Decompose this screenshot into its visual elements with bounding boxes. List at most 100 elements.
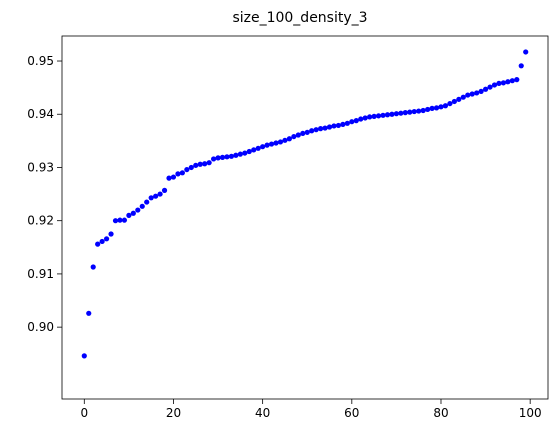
- data-point: [277, 139, 284, 145]
- y-tick-label: 0.94: [27, 107, 54, 121]
- data-point: [340, 121, 346, 127]
- data-point: [353, 118, 359, 124]
- data-point: [260, 144, 266, 150]
- data-point: [304, 129, 310, 135]
- data-point: [322, 125, 328, 131]
- data-point: [273, 140, 279, 146]
- y-tick-label: 0.93: [27, 160, 54, 174]
- data-point: [179, 170, 185, 176]
- data-point: [130, 210, 136, 216]
- data-point: [202, 161, 208, 167]
- x-tick-label: 80: [433, 406, 448, 420]
- data-point: [523, 49, 529, 55]
- data-point: [188, 164, 194, 171]
- data-points: [81, 49, 529, 359]
- data-point: [144, 199, 150, 205]
- data-point: [108, 231, 114, 237]
- data-point: [358, 116, 364, 122]
- data-point: [505, 79, 511, 85]
- data-point: [112, 218, 119, 224]
- data-point: [206, 160, 212, 166]
- data-point: [318, 126, 324, 132]
- data-point: [411, 108, 417, 115]
- data-point: [465, 92, 471, 98]
- data-point: [148, 195, 154, 201]
- data-point: [331, 123, 337, 129]
- data-point: [224, 154, 230, 160]
- data-point: [313, 127, 319, 133]
- data-point: [371, 113, 377, 119]
- data-point: [215, 155, 221, 161]
- data-point: [175, 171, 181, 177]
- data-point: [237, 151, 243, 157]
- data-point: [482, 86, 489, 92]
- data-point: [380, 112, 386, 118]
- y-tick-label: 0.91: [27, 267, 54, 281]
- x-tick-label: 40: [255, 406, 270, 420]
- x-tick-label: 100: [519, 406, 542, 420]
- data-point: [295, 132, 301, 138]
- data-point: [99, 238, 105, 245]
- data-point: [157, 191, 163, 197]
- data-point: [90, 264, 96, 270]
- data-point: [264, 142, 270, 148]
- data-point: [407, 109, 413, 115]
- data-point: [242, 150, 248, 156]
- data-point: [95, 241, 101, 247]
- data-point: [487, 84, 493, 90]
- data-point: [496, 80, 502, 86]
- data-point: [300, 130, 306, 137]
- data-point: [228, 153, 235, 159]
- data-point: [193, 162, 199, 168]
- data-point: [170, 174, 177, 180]
- data-point: [286, 136, 292, 142]
- data-point: [344, 120, 350, 126]
- data-point: [416, 108, 422, 114]
- data-point: [251, 147, 257, 153]
- data-point: [117, 217, 123, 223]
- data-point: [326, 124, 333, 130]
- data-point: [474, 90, 480, 96]
- data-point: [139, 203, 145, 209]
- data-point: [429, 105, 435, 111]
- data-point: [233, 152, 239, 158]
- data-point: [456, 96, 462, 102]
- data-point: [398, 110, 404, 116]
- y-tick-label: 0.90: [27, 320, 54, 334]
- data-point: [514, 77, 520, 83]
- x-tick-label: 0: [80, 406, 88, 420]
- data-point: [349, 119, 355, 125]
- data-point: [389, 111, 395, 117]
- data-point: [166, 175, 172, 181]
- data-point: [81, 353, 87, 359]
- data-point: [135, 207, 141, 213]
- data-point: [121, 217, 128, 223]
- data-point: [255, 145, 261, 151]
- data-point: [367, 114, 373, 120]
- data-point: [442, 103, 449, 109]
- data-point: [184, 166, 190, 173]
- data-point: [518, 63, 524, 69]
- axes: 0 20 40 60 80 100 0.90 0.91 0.92 0.93 0.94 0.95: [27, 35, 549, 420]
- data-point: [210, 156, 217, 162]
- data-point: [460, 94, 466, 100]
- data-point: [478, 88, 484, 94]
- data-point: [197, 161, 203, 167]
- data-point: [219, 154, 226, 160]
- data-point: [268, 141, 275, 147]
- data-point: [425, 106, 431, 113]
- data-point: [335, 122, 342, 129]
- data-point: [438, 104, 444, 110]
- y-tick-label: 0.92: [27, 214, 54, 228]
- data-point: [282, 137, 288, 143]
- data-point: [491, 82, 498, 88]
- data-point: [393, 111, 400, 117]
- data-point: [402, 110, 408, 116]
- data-point: [362, 115, 368, 121]
- data-point: [420, 107, 426, 114]
- x-tick-label: 20: [166, 406, 181, 420]
- data-point: [309, 128, 315, 134]
- x-tick-label: 60: [344, 406, 359, 420]
